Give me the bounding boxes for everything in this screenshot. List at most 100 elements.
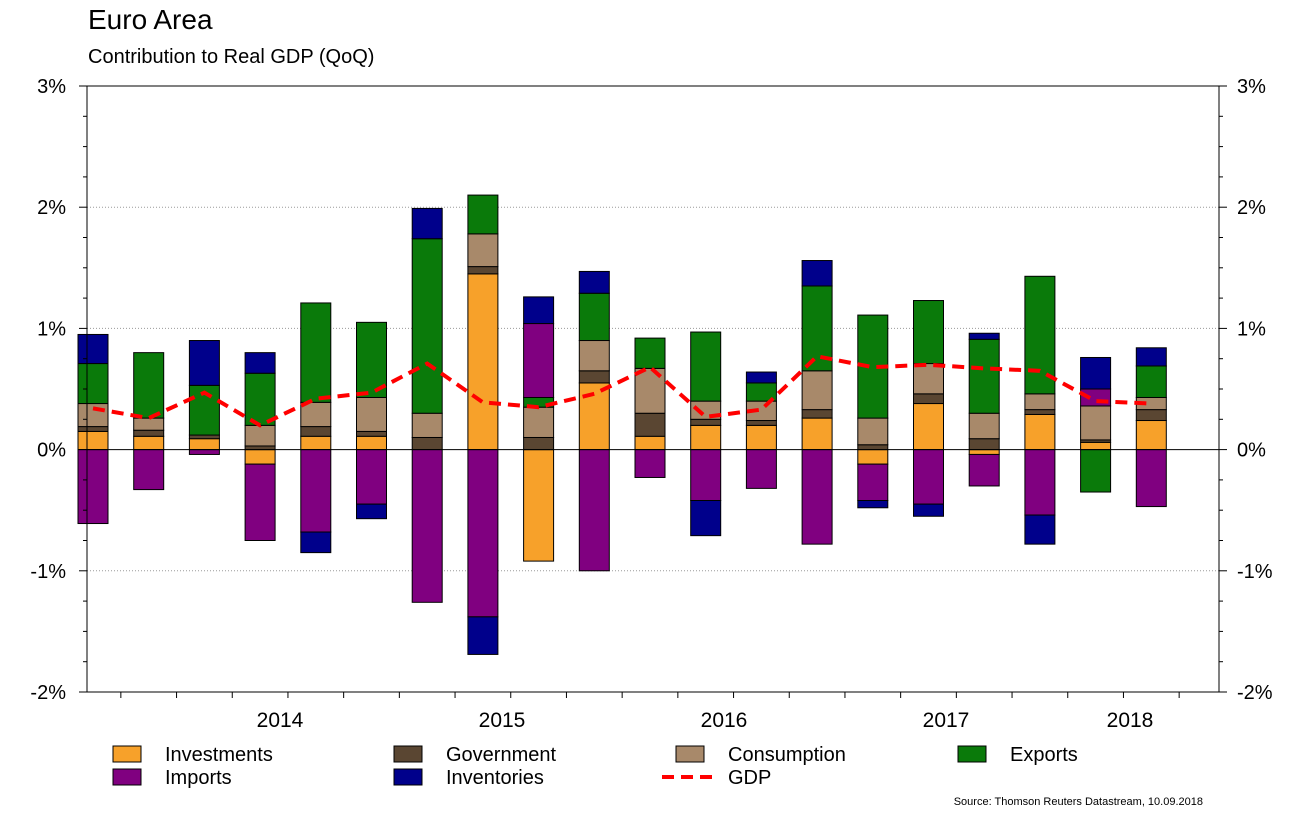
bar-segment-imports — [857, 463, 889, 502]
bar-segment-inventories — [913, 503, 944, 517]
bar-stacks — [77, 194, 1167, 655]
bar-segment-imports — [244, 463, 276, 542]
bar-segment-government — [1135, 409, 1167, 422]
bar-segment-imports — [634, 449, 666, 478]
x-tick-label: 2014 — [257, 709, 304, 732]
bar-segment-exports — [133, 352, 165, 419]
bar-segment-exports — [411, 238, 443, 414]
bar-segment-consumption — [300, 401, 332, 428]
bar-segment-imports — [523, 323, 555, 398]
bar-segment-investments — [745, 424, 777, 451]
bar-segment-investments — [77, 430, 109, 451]
bar-segment-imports — [968, 453, 1000, 487]
bar-segment-investments — [968, 449, 1000, 455]
y-tick-label-right: 1% — [1237, 318, 1266, 340]
bar-segment-government — [1024, 409, 1056, 415]
bar-segment-imports — [745, 449, 777, 489]
bar-segment-government — [968, 438, 1000, 451]
bar-segment-imports — [188, 449, 220, 455]
legend-label-investments: Investments — [165, 744, 273, 766]
bar-segment-government — [745, 420, 777, 426]
legend-label-inventories: Inventories — [446, 767, 544, 789]
bar-segment-investments — [467, 273, 499, 451]
bar-segment-consumption — [133, 417, 165, 431]
x-tick-label: 2015 — [479, 709, 526, 732]
bar-segment-consumption — [467, 233, 499, 268]
bar-segment-consumption — [968, 412, 1000, 440]
bar-segment-exports — [1135, 365, 1167, 398]
bar-segment-consumption — [244, 424, 276, 447]
bar-segment-consumption — [523, 406, 555, 438]
bar-segment-consumption — [77, 403, 109, 428]
bar-segment-consumption — [411, 412, 443, 438]
legend-label-government: Government — [446, 744, 556, 766]
bar-segment-investments — [690, 424, 722, 451]
y-tick-label-left: 3% — [37, 76, 66, 98]
bar-segment-inventories — [77, 333, 109, 365]
y-tick-label-left: 1% — [37, 318, 66, 340]
chart-title: Euro Area — [88, 4, 213, 35]
bar-segment-inventories — [467, 616, 499, 655]
bar-segment-inventories — [188, 340, 220, 386]
y-tick-label-left: -1% — [30, 561, 66, 583]
bar-segment-government — [300, 426, 332, 437]
y-tick-label-left: -2% — [30, 682, 66, 704]
legend: Investments Government Consumption Exports I… — [112, 744, 1078, 789]
bar-segment-exports — [300, 302, 332, 403]
bar-segment-government — [913, 393, 944, 405]
bar-segment-government — [411, 436, 443, 451]
bar-segment-inventories — [968, 332, 1000, 340]
bar-segment-government — [356, 430, 387, 437]
legend-label-gdp: GDP — [728, 767, 771, 789]
bar-segment-consumption — [913, 363, 944, 395]
bar-segment-inventories — [1024, 514, 1056, 545]
y-tick-label-right: 0% — [1237, 440, 1266, 462]
bar-segment-inventories — [690, 500, 722, 537]
bar-segment-inventories — [745, 371, 777, 384]
bar-segment-government — [634, 412, 666, 437]
y-tick-label-right: -2% — [1237, 682, 1273, 704]
bar-segment-investments — [244, 449, 276, 465]
bar-segment-investments — [1135, 420, 1167, 451]
bar-segment-imports — [77, 449, 109, 525]
bar-segment-inventories — [801, 260, 833, 287]
bar-segment-government — [467, 266, 499, 275]
bar-segment-government — [77, 426, 109, 432]
bar-segment-imports — [411, 449, 443, 603]
bar-segment-investments — [356, 435, 387, 451]
bar-segment-consumption — [578, 340, 610, 372]
bar-segment-inventories — [578, 270, 610, 294]
y-tick-label-left: 2% — [37, 197, 66, 219]
legend-label-imports: Imports — [165, 767, 232, 789]
bar-segment-exports — [913, 300, 944, 365]
x-tick-label: 2016 — [701, 709, 748, 732]
bar-segment-consumption — [801, 370, 833, 411]
legend-swatch-imports — [112, 768, 142, 786]
bar-segment-government — [578, 370, 610, 384]
bar-segment-exports — [1080, 449, 1112, 493]
gdp-line — [92, 354, 1152, 428]
bar-segment-inventories — [857, 500, 889, 509]
bar-segment-imports — [467, 449, 499, 618]
y-tick-label-right: -1% — [1237, 561, 1273, 583]
bar-segment-imports — [913, 449, 944, 505]
bar-segment-exports — [578, 292, 610, 342]
bar-segment-inventories — [411, 207, 443, 240]
bar-segment-government — [690, 418, 722, 426]
bar-segment-exports — [356, 321, 387, 398]
bar-segment-imports — [690, 449, 722, 502]
bar-segment-investments — [1080, 441, 1112, 451]
bar-segment-inventories — [1080, 356, 1112, 390]
bar-segment-investments — [857, 449, 889, 465]
bar-segment-consumption — [634, 367, 666, 414]
bar-segment-investments — [523, 449, 555, 562]
bar-segment-investments — [300, 435, 332, 451]
legend-label-exports: Exports — [1010, 744, 1078, 766]
bar-segment-investments — [801, 417, 833, 451]
bar-segment-inventories — [356, 503, 387, 520]
bar-segment-consumption — [1080, 405, 1112, 441]
bar-segment-imports — [1024, 449, 1056, 516]
bar-segment-government — [244, 445, 276, 451]
axes: 3% 3% 2% 2% 1% 1% 0% 0% -1% -1% -2% -2% 2014 2015 2016… — [30, 76, 1272, 732]
